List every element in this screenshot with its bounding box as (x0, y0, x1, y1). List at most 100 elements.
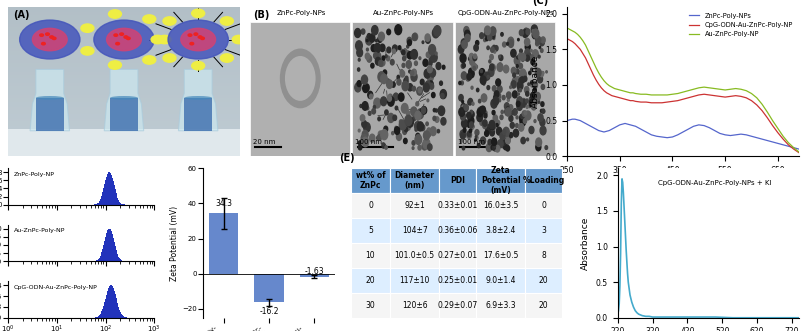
Circle shape (462, 64, 465, 68)
Circle shape (524, 111, 527, 115)
Bar (102, 192, 103, 205)
Circle shape (462, 100, 463, 103)
Bar (123, 316, 124, 318)
Circle shape (460, 54, 466, 63)
Circle shape (201, 37, 204, 39)
Bar (117, 253, 118, 261)
Bar (101, 312, 102, 318)
Circle shape (378, 32, 384, 41)
Text: 100 nm: 100 nm (458, 139, 485, 145)
Circle shape (466, 131, 471, 138)
Circle shape (374, 106, 375, 109)
Circle shape (362, 29, 365, 34)
Circle shape (536, 41, 538, 46)
Circle shape (459, 81, 461, 85)
Circle shape (425, 34, 430, 41)
Circle shape (536, 143, 541, 151)
Circle shape (360, 105, 362, 108)
Circle shape (491, 64, 495, 71)
Circle shape (492, 111, 495, 115)
Text: 0.29±0.07: 0.29±0.07 (437, 301, 478, 310)
ZnPc-Poly-NPs (721, 133, 730, 137)
FancyBboxPatch shape (391, 218, 439, 243)
Bar (36, 98, 64, 131)
Bar (107, 230, 108, 261)
Circle shape (487, 75, 489, 78)
Circle shape (364, 122, 370, 132)
Circle shape (487, 34, 491, 40)
Circle shape (462, 72, 466, 79)
Text: ZnPc-Poly-NP: ZnPc-Poly-NP (14, 172, 55, 177)
Circle shape (505, 108, 511, 116)
Circle shape (485, 130, 489, 136)
Circle shape (360, 115, 365, 121)
Circle shape (94, 20, 154, 59)
Circle shape (469, 70, 475, 78)
FancyBboxPatch shape (525, 293, 562, 318)
Circle shape (431, 53, 437, 62)
Bar (99, 315, 100, 318)
Circle shape (508, 99, 509, 101)
Circle shape (124, 36, 128, 38)
Circle shape (530, 55, 534, 60)
Circle shape (385, 55, 387, 58)
Circle shape (474, 54, 476, 59)
Circle shape (479, 99, 481, 103)
Bar (118, 305, 119, 318)
Circle shape (476, 88, 479, 92)
Circle shape (541, 109, 545, 113)
Circle shape (412, 69, 416, 75)
Circle shape (429, 45, 436, 55)
Circle shape (463, 105, 468, 112)
Circle shape (493, 97, 499, 105)
Circle shape (199, 36, 202, 38)
Circle shape (539, 46, 541, 49)
Bar (114, 291, 115, 318)
ZnPc-Poly-NPs (752, 136, 762, 140)
Circle shape (471, 86, 473, 89)
Circle shape (520, 30, 524, 36)
Circle shape (533, 53, 537, 57)
Circle shape (493, 115, 497, 121)
Bar (118, 200, 119, 205)
Circle shape (483, 123, 487, 128)
FancyBboxPatch shape (525, 218, 562, 243)
Circle shape (421, 107, 427, 114)
Circle shape (500, 115, 503, 119)
Circle shape (505, 108, 510, 116)
Circle shape (411, 107, 417, 116)
Circle shape (495, 46, 498, 51)
FancyBboxPatch shape (525, 268, 562, 293)
Bar (101, 254, 102, 261)
Circle shape (168, 20, 228, 59)
Circle shape (533, 94, 535, 97)
Bar (353, 22, 453, 156)
Circle shape (421, 107, 425, 114)
Circle shape (433, 28, 439, 38)
Circle shape (482, 122, 484, 126)
ZnPc-Poly-NPs (599, 130, 608, 134)
Circle shape (426, 52, 430, 58)
Bar (118, 307, 119, 318)
Circle shape (399, 120, 402, 124)
Circle shape (522, 59, 524, 62)
Circle shape (440, 90, 446, 99)
Bar (117, 302, 118, 318)
Circle shape (442, 65, 445, 69)
Bar (108, 290, 109, 318)
Bar (299, 274, 329, 277)
Bar (101, 197, 102, 205)
Bar (101, 255, 102, 261)
CpG-ODN-Au-ZnPc-Poly-NP (746, 99, 756, 103)
Circle shape (480, 120, 483, 125)
Circle shape (530, 100, 533, 105)
Circle shape (426, 122, 429, 126)
Circle shape (430, 127, 436, 136)
Circle shape (385, 110, 388, 115)
Circle shape (357, 48, 362, 57)
Bar (96, 317, 97, 318)
Circle shape (436, 63, 441, 70)
Bar (119, 259, 120, 261)
Circle shape (517, 38, 519, 41)
Circle shape (487, 128, 490, 132)
